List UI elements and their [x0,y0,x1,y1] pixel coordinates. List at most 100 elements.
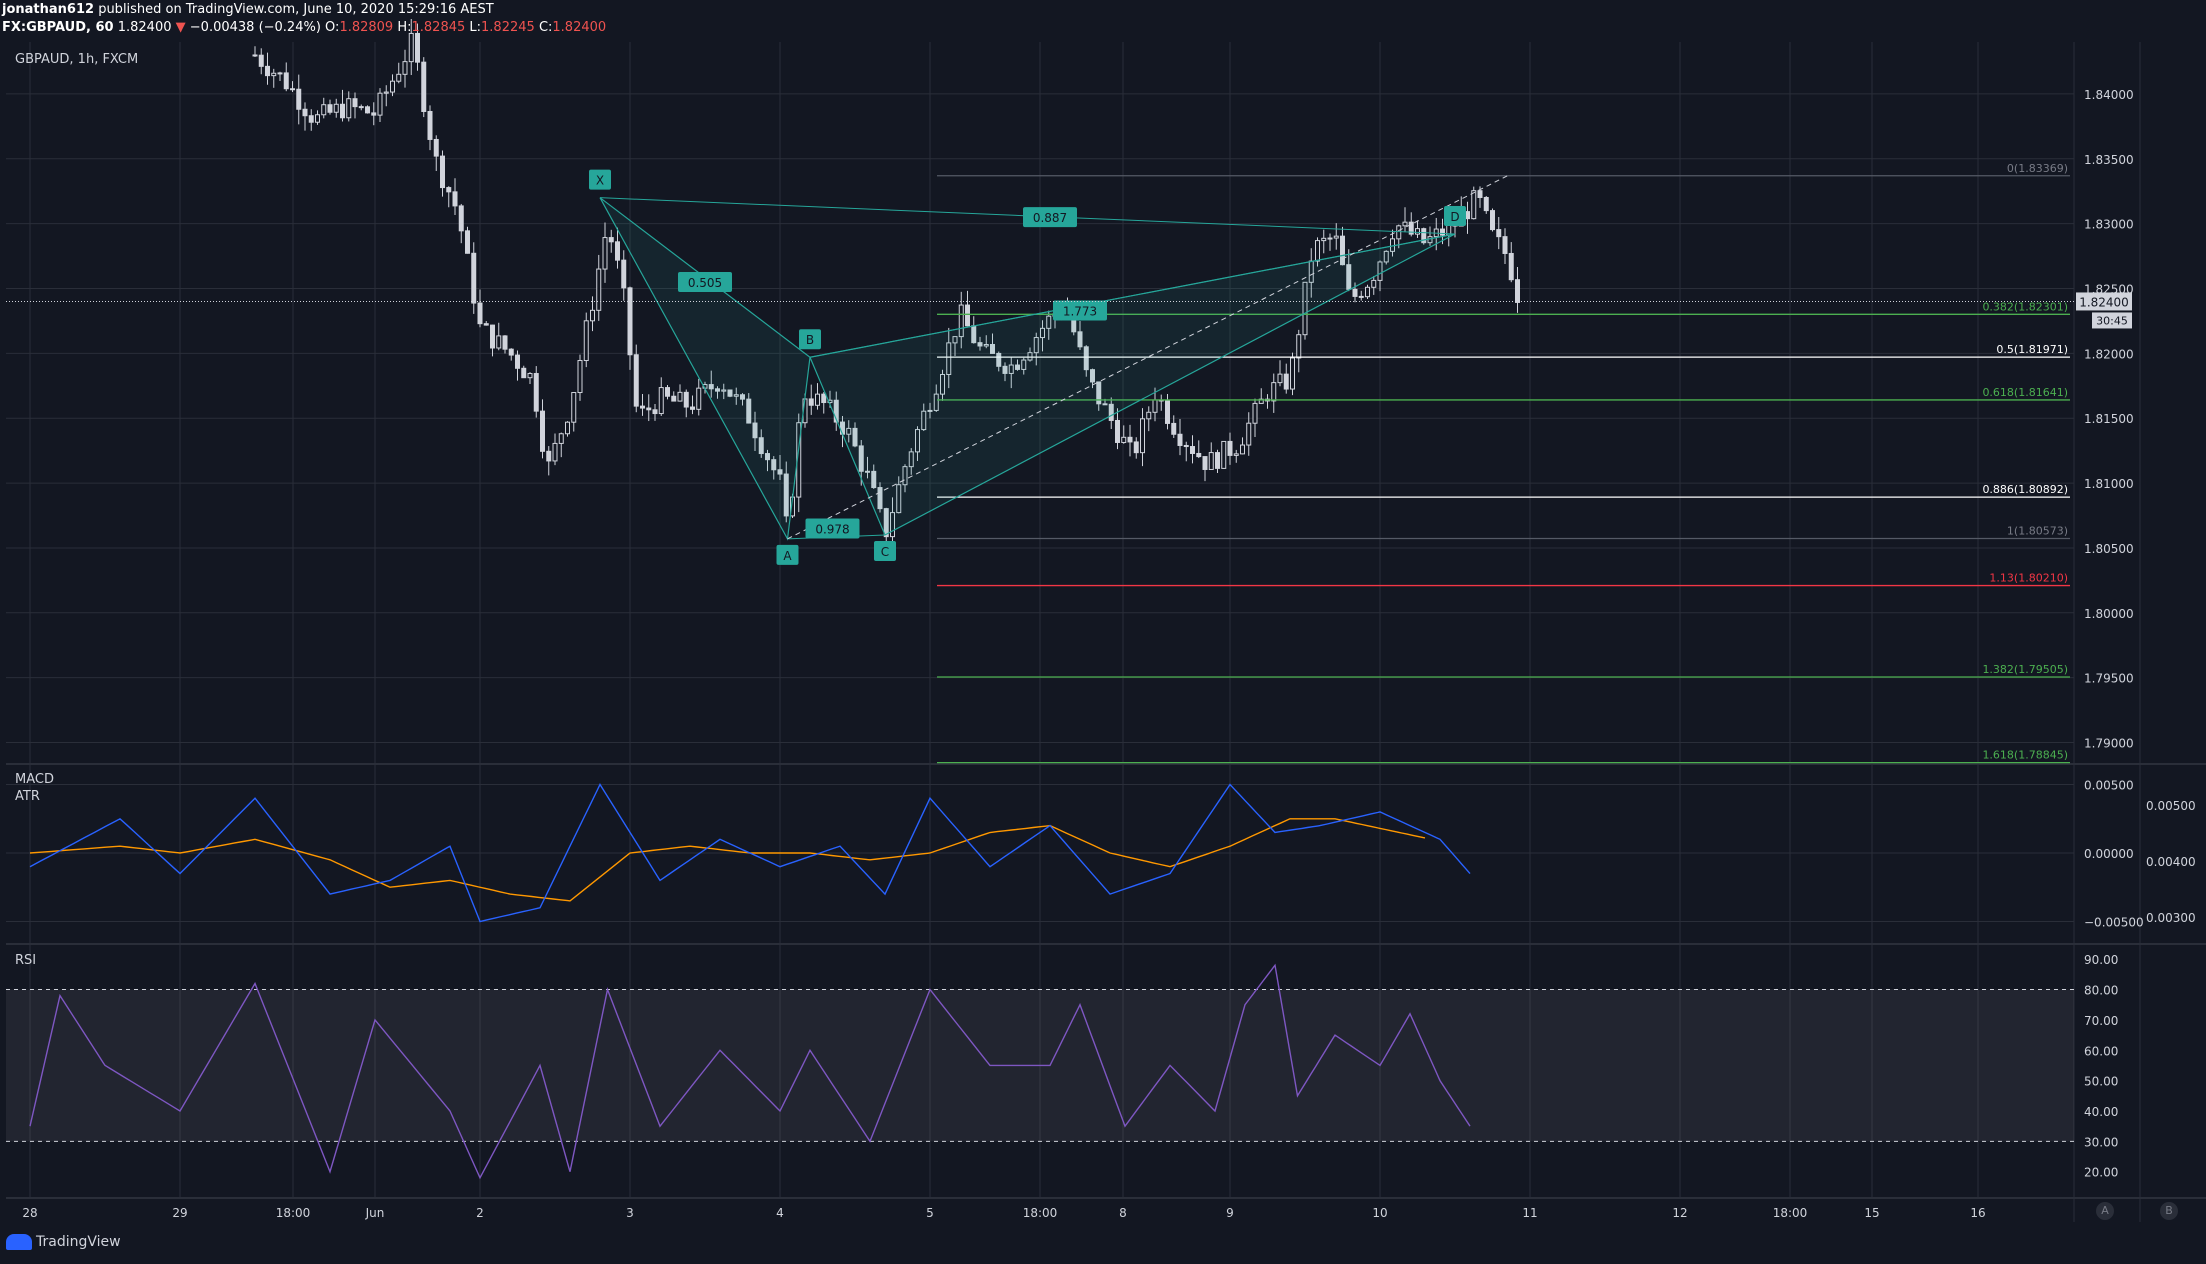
candle-body [1402,221,1408,227]
candle-body [358,106,364,109]
pattern-xab-triangle [599,197,811,541]
candle-body [296,88,302,110]
candle-body [990,343,995,354]
rsi-tick-label: 40.00 [2084,1105,2118,1119]
pattern-point-label-bg [874,540,896,561]
rsi-tick-label: 80.00 [2084,984,2118,998]
candle-body [746,398,752,424]
candle-body [852,427,858,447]
candle-body [1227,440,1233,456]
candle-body [502,335,508,350]
candle-body [308,115,314,123]
candle-body [665,387,670,397]
candle-body [1477,190,1483,198]
candle-body [808,398,814,406]
candle-body [1290,357,1295,390]
candle-body [290,88,295,91]
candle-body [383,91,389,94]
pattern-ratio-label-bg [1053,300,1107,321]
candle-body [340,103,345,119]
candle-body [771,459,777,471]
candle-body [858,445,864,472]
pattern-ratio-label-bg [1023,207,1077,228]
candle-body [621,259,627,289]
time-tick-label: 28 [22,1206,37,1220]
candle-body [371,112,377,116]
candle-body [1315,240,1320,262]
candle-body [1246,422,1252,446]
price-tick-label: 1.81500 [2084,412,2134,426]
candle-body [577,360,583,394]
close-label: C: [538,20,553,35]
candle-body [896,484,902,514]
candle-body [583,320,589,362]
candle-body [777,469,783,475]
candle-body [821,393,827,404]
candle-body [1133,441,1139,454]
candle-body [1258,398,1264,404]
macd-pane-title: MACD [15,772,54,787]
candle-body [458,205,464,232]
candle-body [440,155,445,189]
candle-body [333,103,339,113]
low-value: 1.82245 [481,20,535,35]
candle-body [1146,411,1152,420]
candle-body [508,348,514,356]
candle-body [1171,422,1177,435]
time-tick-label: 15 [1864,1206,1879,1220]
candle-body [1421,228,1427,244]
candle-body [877,487,883,510]
candle-body [815,393,820,406]
time-tick-label: 3 [626,1206,634,1220]
fib-level-label: 1.618(1.78845) [1982,749,2068,762]
pattern-ratio-label: 0.505 [688,276,722,290]
candle-body [1208,452,1214,470]
candle-body [1515,279,1520,303]
candle-body [283,72,289,90]
candle-body [1127,436,1133,443]
candle-body [1333,235,1339,239]
last-price-badge-label: 1.82400 [2079,295,2129,309]
fib-level-label: 0.618(1.81641) [1982,386,2068,399]
open-value: 1.82809 [339,20,394,35]
b-button[interactable]: B [2160,1202,2178,1220]
pattern-ratio-label-bg [805,518,860,539]
candle-body [433,138,439,157]
candle-body [1365,286,1370,298]
fib-level-label: 1(1.80573) [2007,524,2068,537]
candle-body [602,237,608,270]
fib-level-label: 0.5(1.81971) [1996,343,2068,356]
pattern-point-label: D [1450,210,1459,224]
high-value: 1.82845 [411,20,466,35]
candle-body [1496,229,1502,238]
time-tick-label: 11 [1522,1206,1537,1220]
auto-scale-button[interactable]: A [2096,1202,2114,1220]
candle-body [1415,228,1420,235]
high-label: H: [397,20,412,35]
candle-body [527,373,533,379]
candle-body [646,407,652,411]
publisher-name[interactable]: jonathan612 [2,2,95,17]
symbol-header: FX:GBPAUD, 60 1.82400 ▼ −0.00438 (−0.24%… [2,20,606,35]
low-label: L: [469,20,482,35]
candle-body [783,473,789,517]
countdown-label: 30:45 [2096,314,2128,327]
candle-body [252,54,258,57]
candle-body [658,387,664,415]
candle-body [965,304,970,327]
candle-body [1396,225,1402,240]
candle-body [908,451,914,468]
open-label: O: [325,20,340,35]
candle-body [1358,295,1364,298]
candle-body [833,399,839,423]
pattern-point-label: A [783,549,792,563]
candle-body [1271,382,1277,402]
tradingview-logo[interactable]: TradingView [6,1234,121,1250]
candle-body [727,389,733,397]
candle-body [1196,452,1202,458]
candle-body [958,304,964,338]
time-tick-label: 8 [1119,1206,1127,1220]
candle-body [377,92,383,116]
fib-level-label: 0.382(1.82301) [1982,300,2068,313]
